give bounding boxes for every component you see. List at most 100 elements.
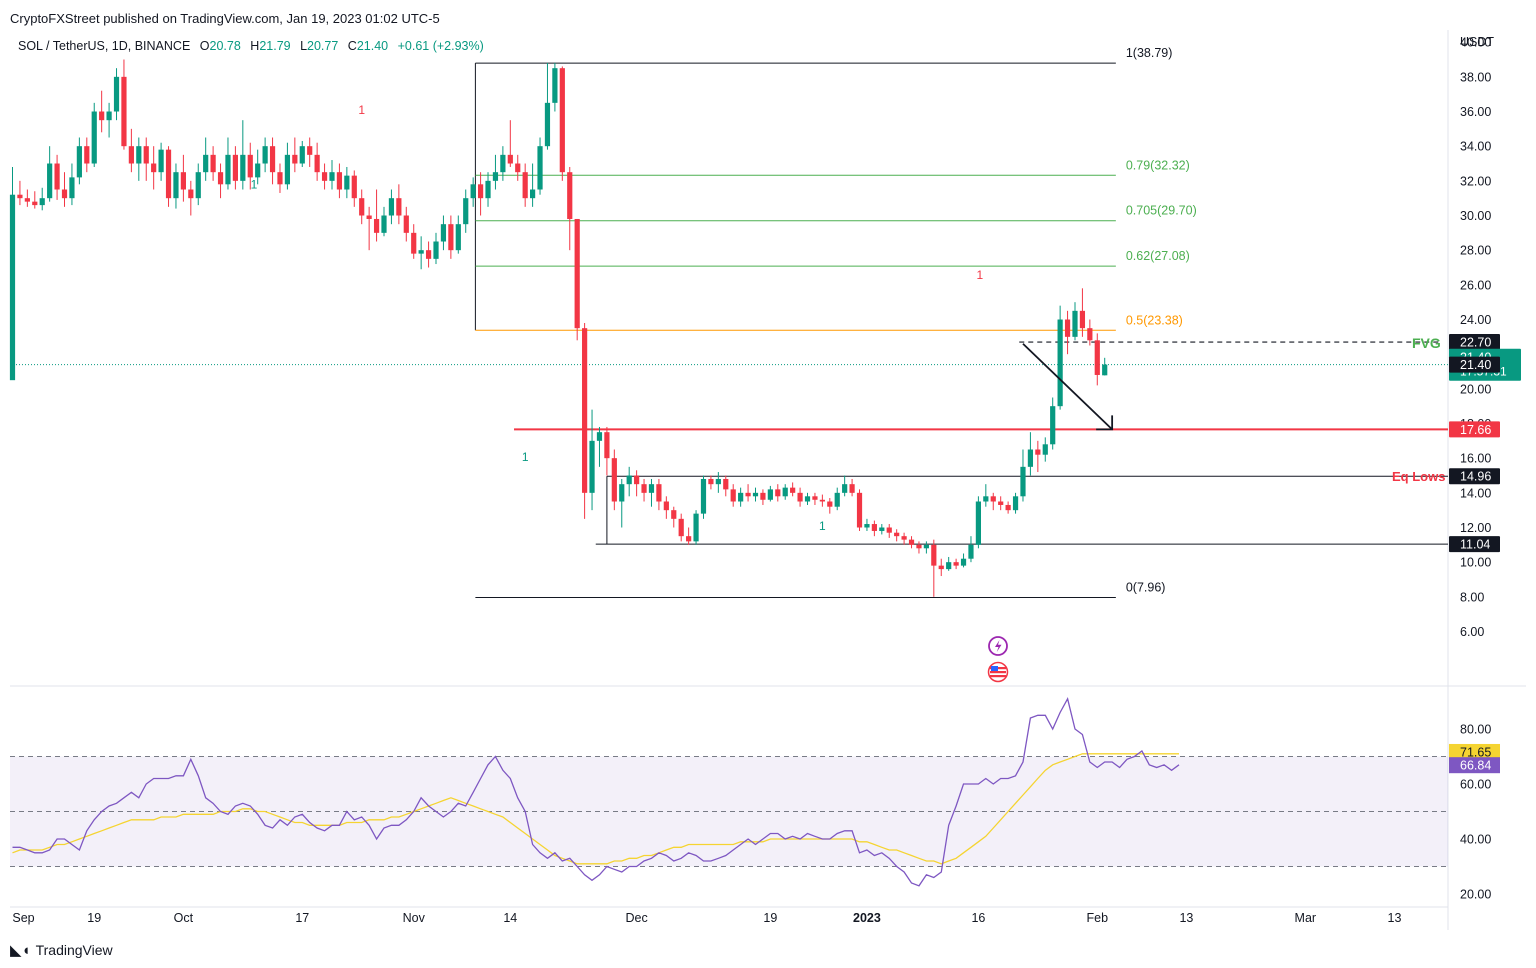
candle-body bbox=[686, 536, 692, 542]
candle bbox=[1035, 440, 1041, 473]
candle bbox=[752, 487, 759, 502]
candle-body bbox=[84, 146, 90, 164]
candle-body bbox=[507, 154, 513, 164]
candle-body bbox=[411, 232, 417, 254]
candle-body bbox=[500, 154, 506, 173]
candle-body bbox=[106, 111, 112, 121]
projection-arrow[interactable] bbox=[1022, 343, 1113, 431]
time-axis[interactable]: Sep 19 Oct 17 Nov 14 Dec 19 2023 16 Feb 13 Mar 13 bbox=[12, 911, 1401, 925]
high-label: H bbox=[250, 39, 260, 53]
candle-body bbox=[634, 475, 640, 485]
candle-body bbox=[314, 154, 320, 173]
candle-body bbox=[440, 224, 447, 242]
annotations[interactable]: FVG Eq Lows bbox=[1022, 335, 1445, 484]
time-tick-label: Mar bbox=[1295, 911, 1317, 925]
candle-body bbox=[39, 198, 45, 206]
change-value: +0.61 (+2.93%) bbox=[397, 39, 484, 53]
rsi-ma-badge bbox=[1449, 743, 1500, 760]
candle bbox=[99, 90, 105, 133]
candle-body bbox=[619, 484, 625, 502]
candle-body bbox=[842, 484, 848, 493]
candle-body bbox=[269, 146, 276, 173]
candle bbox=[1079, 288, 1086, 337]
rsi-axis[interactable]: 20.00 40.00 60.00 80.00 bbox=[1460, 723, 1491, 902]
candle bbox=[931, 539, 937, 597]
fib-retracement[interactable]: 1(38.79) 0.79(32.32) 0.705(29.70) 0.62(27.0… bbox=[474, 46, 1197, 599]
candle bbox=[344, 166, 350, 199]
price-tick-label: 36.00 bbox=[1460, 105, 1491, 119]
candle bbox=[1027, 432, 1034, 476]
rsi-tick-label: 60.00 bbox=[1460, 778, 1491, 792]
candle-body bbox=[671, 510, 677, 519]
candle-body bbox=[582, 328, 588, 493]
time-tick-label: 13 bbox=[1179, 911, 1193, 925]
candle-body bbox=[797, 492, 803, 502]
candle-body bbox=[901, 536, 907, 540]
price-tick-label: 12.00 bbox=[1460, 521, 1491, 535]
candle-body bbox=[537, 146, 543, 190]
candle-body bbox=[908, 539, 915, 545]
tradingview-logo[interactable]: ◣◖ TradingView bbox=[10, 941, 113, 959]
us-flag-stripe bbox=[990, 675, 1006, 678]
lightning-icon-glyph bbox=[995, 640, 1002, 652]
candle bbox=[894, 529, 900, 542]
candle-body bbox=[1050, 406, 1056, 445]
rsi-tick-label: 40.00 bbox=[1460, 833, 1491, 847]
sequence-marker: 1 bbox=[977, 268, 984, 282]
candle-body bbox=[232, 154, 238, 181]
close-value: 21.40 bbox=[356, 39, 389, 53]
candle bbox=[864, 518, 870, 531]
candle-body bbox=[195, 172, 201, 199]
price-tick-label: 10.00 bbox=[1460, 556, 1491, 570]
candle-body bbox=[158, 149, 164, 173]
candle-body bbox=[336, 172, 343, 190]
eq-lows-label: Eq Lows bbox=[1392, 469, 1445, 484]
candle bbox=[975, 496, 981, 549]
candle-body bbox=[827, 501, 833, 507]
candle-body bbox=[1057, 319, 1063, 407]
candle bbox=[210, 146, 216, 181]
candle bbox=[314, 142, 320, 181]
candle-body bbox=[463, 198, 469, 225]
candle-body bbox=[255, 163, 261, 178]
candle-body bbox=[946, 562, 952, 570]
candle bbox=[507, 120, 513, 167]
candle-body bbox=[373, 218, 380, 233]
candle bbox=[938, 558, 944, 577]
candle bbox=[983, 484, 989, 507]
candle-body bbox=[396, 198, 402, 216]
level-badge bbox=[1449, 468, 1500, 485]
candle-body bbox=[894, 532, 900, 537]
candle bbox=[232, 146, 238, 190]
candle bbox=[767, 485, 773, 502]
candle bbox=[269, 137, 276, 185]
candle-body bbox=[738, 492, 744, 502]
candle bbox=[307, 137, 313, 167]
candle-body bbox=[321, 172, 328, 181]
event-icons[interactable] bbox=[987, 636, 1009, 683]
us-flag-stripe bbox=[990, 671, 1006, 674]
candle-body bbox=[203, 154, 209, 173]
candle bbox=[336, 163, 343, 199]
symbol-name[interactable]: SOL / TetherUS, 1D, BINANCE bbox=[18, 39, 191, 53]
candle bbox=[693, 510, 699, 545]
candle bbox=[953, 558, 959, 570]
candle bbox=[582, 322, 588, 519]
candle bbox=[24, 189, 30, 207]
candle bbox=[901, 532, 907, 545]
candle-body bbox=[953, 562, 959, 566]
time-tick-label: 16 bbox=[971, 911, 985, 925]
candle bbox=[723, 475, 729, 497]
candle bbox=[626, 466, 632, 497]
candle bbox=[440, 215, 447, 251]
candle bbox=[946, 556, 952, 571]
rsi-tick-label: 80.00 bbox=[1460, 723, 1491, 737]
tradingview-brand: TradingView bbox=[35, 942, 113, 958]
candle bbox=[708, 475, 714, 490]
horizontal-levels[interactable] bbox=[10, 341, 1448, 545]
candle bbox=[411, 224, 417, 259]
level-badge bbox=[1449, 421, 1500, 438]
candle-body bbox=[143, 146, 149, 164]
candle bbox=[567, 166, 573, 251]
